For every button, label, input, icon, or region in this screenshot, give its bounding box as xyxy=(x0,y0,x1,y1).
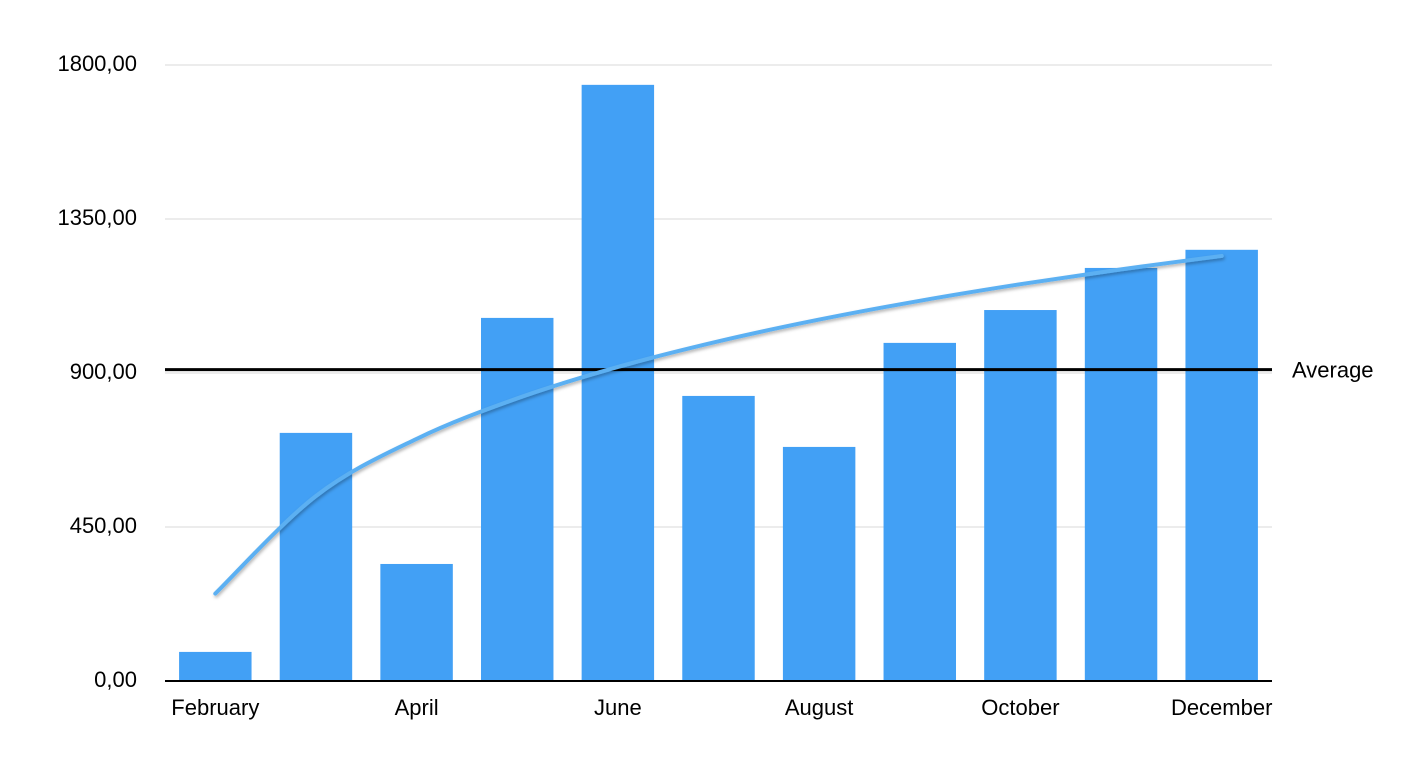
bar xyxy=(1084,267,1158,681)
bar xyxy=(179,651,252,681)
average-label: Average xyxy=(1292,357,1374,382)
bar xyxy=(883,342,957,681)
x-tick-label: December xyxy=(1171,695,1272,720)
bar xyxy=(682,395,755,681)
bar xyxy=(782,446,856,681)
y-tick-label: 1350,00 xyxy=(57,205,137,230)
x-tick-label: February xyxy=(171,695,259,720)
x-tick-label: June xyxy=(594,695,642,720)
y-tick-label: 1800,00 xyxy=(57,51,137,76)
trendline xyxy=(213,253,1224,596)
bar xyxy=(581,84,655,682)
bar xyxy=(380,563,453,681)
bar xyxy=(480,317,554,681)
bar xyxy=(1185,249,1258,682)
bar xyxy=(279,432,353,681)
x-tick-label: October xyxy=(981,695,1059,720)
y-tick-label: 0,00 xyxy=(94,667,137,692)
x-tick-label: August xyxy=(785,695,854,720)
y-tick-label: 450,00 xyxy=(70,513,137,538)
bar xyxy=(984,310,1057,681)
x-tick-label: April xyxy=(395,695,439,720)
y-tick-label: 900,00 xyxy=(70,359,137,384)
